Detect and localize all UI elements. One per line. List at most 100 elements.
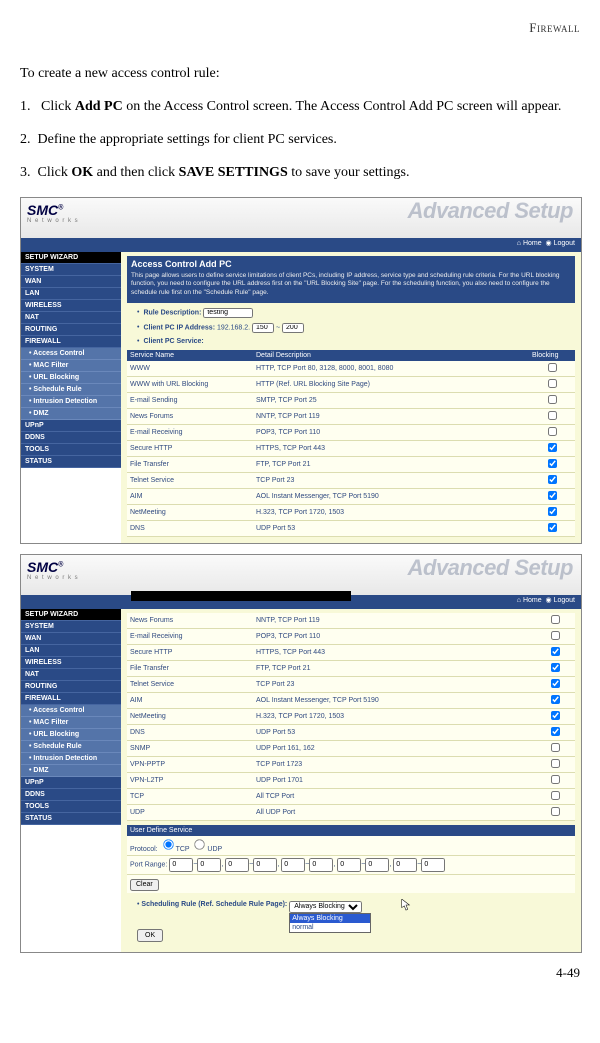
nav-sub-dmz[interactable]: • DMZ [21, 765, 121, 777]
nav-sub-schedule-rule[interactable]: • Schedule Rule [21, 384, 121, 396]
nav-sub-intrusion-detection[interactable]: • Intrusion Detection [21, 753, 121, 765]
port-from[interactable] [169, 858, 193, 872]
blocking-checkbox[interactable] [551, 743, 560, 752]
blocking-checkbox[interactable] [548, 459, 557, 468]
nav-setup-wizard-2[interactable]: SETUP WIZARD [21, 609, 121, 621]
nav-sub-access-control[interactable]: • Access Control [21, 348, 121, 360]
port-from[interactable] [337, 858, 361, 872]
port-to[interactable] [421, 858, 445, 872]
nav-status[interactable]: STATUS [21, 456, 121, 468]
svc-block-cell [529, 361, 575, 377]
svc-detail: HTTP (Ref. URL Blocking Site Page) [253, 376, 529, 392]
nav-wireless[interactable]: WIRELESS [21, 657, 121, 669]
blocking-checkbox[interactable] [551, 807, 560, 816]
port-from[interactable] [281, 858, 305, 872]
nav-nat[interactable]: NAT [21, 312, 121, 324]
intro-text: To create a new access control rule: [20, 66, 580, 82]
nav-system[interactable]: SYSTEM [21, 264, 121, 276]
blocking-checkbox[interactable] [551, 759, 560, 768]
nav-wireless[interactable]: WIRELESS [21, 300, 121, 312]
nav-setup-wizard[interactable]: SETUP WIZARD [21, 252, 121, 264]
nav-ddns[interactable]: DDNS [21, 789, 121, 801]
blocking-checkbox[interactable] [548, 427, 557, 436]
nav-sub-intrusion-detection[interactable]: • Intrusion Detection [21, 396, 121, 408]
blocking-checkbox[interactable] [551, 727, 560, 736]
logout-link[interactable]: Logout [554, 240, 575, 247]
nav-sub-dmz[interactable]: • DMZ [21, 408, 121, 420]
nav-upnp[interactable]: UPnP [21, 777, 121, 789]
table-row: AIMAOL Instant Messenger, TCP Port 5190 [127, 488, 575, 504]
blocking-checkbox[interactable] [548, 395, 557, 404]
logout-link-2[interactable]: Logout [554, 597, 575, 604]
nav-upnp[interactable]: UPnP [21, 420, 121, 432]
nav-nat[interactable]: NAT [21, 669, 121, 681]
svc-block-cell [529, 456, 575, 472]
port-to[interactable] [365, 858, 389, 872]
svc-name: AIM [127, 488, 253, 504]
nav-routing[interactable]: ROUTING [21, 324, 121, 336]
blocking-checkbox[interactable] [551, 615, 560, 624]
proto-tcp-radio[interactable] [163, 839, 173, 849]
sched-opt-always[interactable]: Always Blocking [290, 914, 370, 923]
nav-wan[interactable]: WAN [21, 633, 121, 645]
blocking-checkbox[interactable] [548, 475, 557, 484]
blocking-checkbox[interactable] [548, 443, 557, 452]
proto-udp-radio[interactable] [195, 839, 205, 849]
nav-sub-url-blocking[interactable]: • URL Blocking [21, 729, 121, 741]
svc-block-cell [535, 788, 575, 804]
blocking-checkbox[interactable] [551, 663, 560, 672]
nav-sub-mac-filter[interactable]: • MAC Filter [21, 360, 121, 372]
ip-from[interactable] [252, 323, 274, 333]
blocking-checkbox[interactable] [551, 791, 560, 800]
svc-name: E-mail Receiving [127, 424, 253, 440]
sched-select[interactable]: Always Blocking [289, 901, 362, 913]
svc-detail: TCP Port 1723 [253, 756, 535, 772]
home-link-2[interactable]: Home [523, 597, 542, 604]
nav-sub-access-control[interactable]: • Access Control [21, 705, 121, 717]
port-from[interactable] [393, 858, 417, 872]
blocking-checkbox[interactable] [551, 775, 560, 784]
table-row: UDPAll UDP Port [127, 804, 575, 820]
blocking-checkbox[interactable] [548, 523, 557, 532]
ip-to[interactable] [282, 323, 304, 333]
blocking-checkbox[interactable] [548, 379, 557, 388]
nav-wan[interactable]: WAN [21, 276, 121, 288]
nav-sub-url-blocking[interactable]: • URL Blocking [21, 372, 121, 384]
nav-system[interactable]: SYSTEM [21, 621, 121, 633]
svc-detail: FTP, TCP Port 21 [253, 456, 529, 472]
nav-firewall[interactable]: FIREWALL [21, 693, 121, 705]
th-service: Service Name [127, 350, 253, 361]
sched-opt-normal[interactable]: normal [290, 923, 370, 932]
svc-block-cell [529, 408, 575, 424]
blocking-checkbox[interactable] [548, 507, 557, 516]
port-to[interactable] [309, 858, 333, 872]
nav-routing[interactable]: ROUTING [21, 681, 121, 693]
svc-block-cell [529, 488, 575, 504]
blocking-checkbox[interactable] [551, 631, 560, 640]
blocking-checkbox[interactable] [551, 647, 560, 656]
nav-ddns[interactable]: DDNS [21, 432, 121, 444]
rule-desc-input[interactable] [203, 308, 253, 318]
blocking-checkbox[interactable] [548, 411, 557, 420]
blocking-checkbox[interactable] [551, 695, 560, 704]
svc-name: File Transfer [127, 456, 253, 472]
nav-status[interactable]: STATUS [21, 813, 121, 825]
ip-label: Client PC IP Address: [143, 324, 215, 331]
nav-firewall[interactable]: FIREWALL [21, 336, 121, 348]
blocking-checkbox[interactable] [551, 711, 560, 720]
nav-sub-schedule-rule[interactable]: • Schedule Rule [21, 741, 121, 753]
nav-tools[interactable]: TOOLS [21, 801, 121, 813]
blocking-checkbox[interactable] [551, 679, 560, 688]
nav-lan[interactable]: LAN [21, 288, 121, 300]
port-from[interactable] [225, 858, 249, 872]
home-link[interactable]: Home [523, 240, 542, 247]
nav-tools[interactable]: TOOLS [21, 444, 121, 456]
port-to[interactable] [197, 858, 221, 872]
blocking-checkbox[interactable] [548, 363, 557, 372]
nav-sub-mac-filter[interactable]: • MAC Filter [21, 717, 121, 729]
ok-button[interactable]: OK [137, 929, 163, 942]
port-to[interactable] [253, 858, 277, 872]
blocking-checkbox[interactable] [548, 491, 557, 500]
nav-lan[interactable]: LAN [21, 645, 121, 657]
clear-button[interactable]: Clear [130, 879, 159, 891]
